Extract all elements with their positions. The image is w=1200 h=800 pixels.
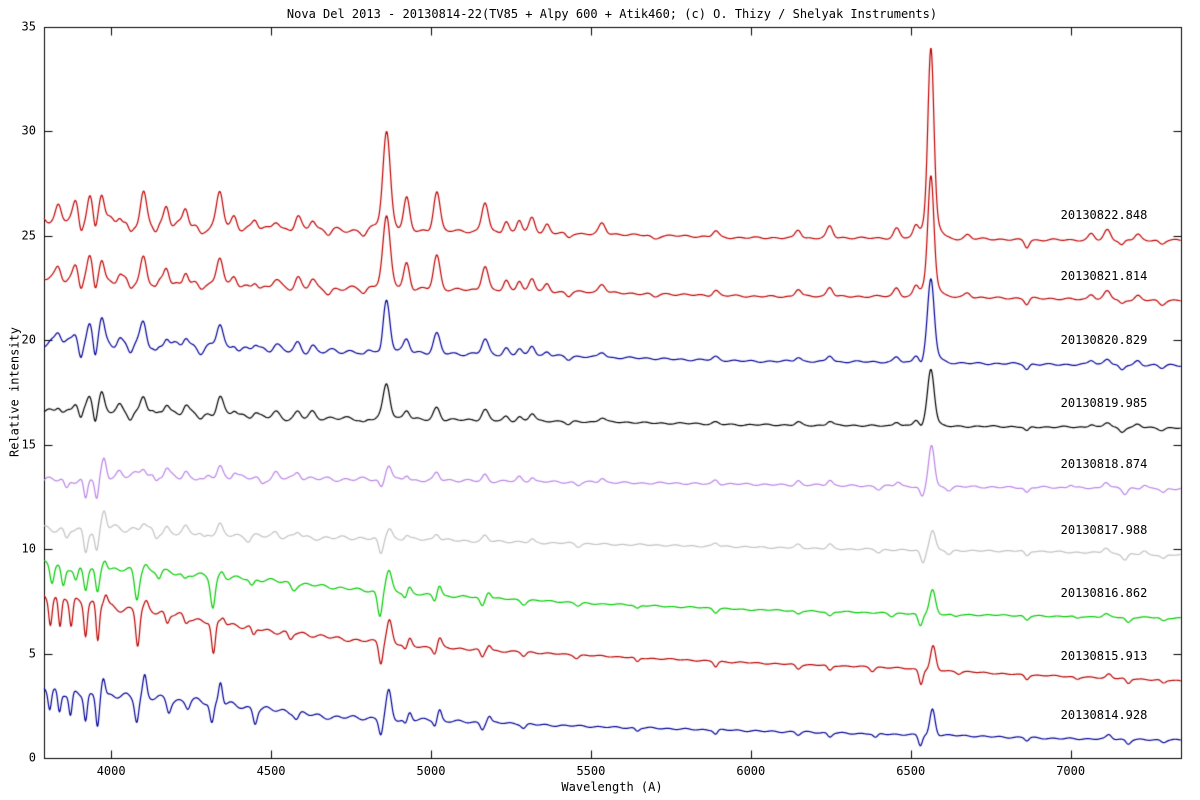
series-label-20130819: 20130819.985	[1060, 396, 1148, 410]
x-axis-label: Wavelength (A)	[561, 780, 663, 794]
y-axis-label: Relative intensity	[7, 326, 22, 458]
y-tick-label: 35	[21, 19, 36, 34]
x-tick-label: 4500	[256, 764, 286, 778]
series-label-20130817: 20130817.988	[1060, 523, 1148, 538]
y-tick-label: 0	[28, 750, 36, 765]
x-tick-label: 5000	[416, 764, 446, 778]
y-tick-label: 5	[28, 646, 36, 661]
series-label-20130816: 20130816.862	[1060, 586, 1148, 601]
series-label-20130822: 20130822.848	[1060, 208, 1148, 223]
x-tick-label: 4000	[96, 764, 126, 778]
x-tick-label: 5500	[576, 764, 606, 778]
x-tick-label: 7000	[1056, 764, 1086, 778]
chart-title: Nova Del 2013 - 20130814-22(TV85 + Alpy …	[286, 7, 938, 21]
series-label-20130818: 20130818.874	[1060, 456, 1148, 471]
y-tick-label: 30	[21, 123, 36, 138]
series-label-20130821: 20130821.814	[1060, 268, 1148, 283]
y-tick-label: 10	[21, 541, 36, 556]
x-tick-label: 6500	[896, 764, 926, 778]
y-tick-label: 20	[21, 332, 36, 347]
x-tick-label: 6000	[736, 764, 766, 778]
y-tick-label: 15	[21, 437, 36, 452]
series-label-20130820: 20130820.829	[1060, 333, 1148, 348]
series-label-20130814: 20130814.928	[1060, 708, 1148, 723]
series-label-20130815: 20130815.913	[1060, 648, 1148, 663]
y-tick-label: 25	[21, 228, 36, 243]
